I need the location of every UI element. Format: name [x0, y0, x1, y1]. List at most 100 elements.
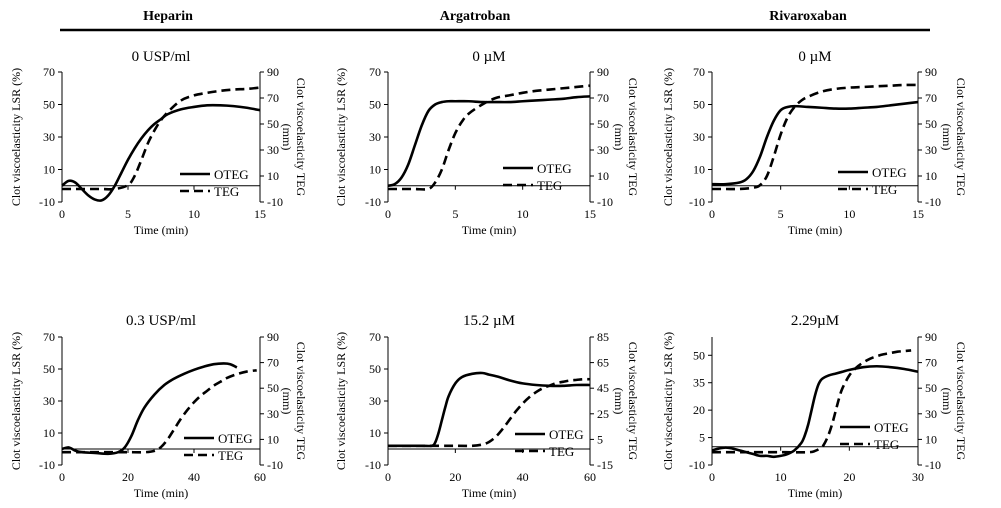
right-y-tick-label: 10 [267, 432, 279, 446]
right-y-axis-title-line: Clot viscoelasticity TEG [294, 342, 308, 461]
right-y-tick-label: 90 [267, 65, 279, 79]
legend-label-teg: TEG [872, 182, 897, 197]
panel-title: 15.2 µM [463, 313, 515, 329]
x-tick-label: 10 [775, 470, 787, 484]
x-tick-label: 10 [517, 207, 529, 221]
left-y-tick-label: -10 [39, 458, 55, 472]
series-line-oteg [387, 95, 591, 188]
right-y-tick-label: 30 [267, 143, 279, 157]
right-y-axis-title-line: Clot viscoelasticity TEG [294, 78, 308, 197]
left-y-tick-label: 10 [43, 426, 55, 440]
x-tick-label: 40 [517, 470, 529, 484]
right-y-tick-label: 50 [597, 117, 609, 131]
right-y-axis-title: Clot viscoelasticity TEG(mm) [940, 342, 968, 461]
left-y-tick-label: 30 [43, 394, 55, 408]
right-y-tick-label: -10 [925, 458, 941, 472]
x-tick-label: 60 [254, 470, 266, 484]
chart-panel-3: 0 µM -10 10 30 50 70 -10 10 30 50 70 90 0 5 10 15 Time (… [661, 49, 968, 237]
legend-label-oteg: OTEG [218, 431, 253, 446]
right-y-tick-label: 30 [267, 407, 279, 421]
right-y-tick-label: 10 [267, 169, 279, 183]
left-y-tick-label: 70 [693, 65, 705, 79]
right-y-tick-label: -15 [597, 458, 613, 472]
left-y-axis-title: Clot viscoelasticity LSR (%) [334, 332, 348, 470]
right-y-tick-label: 90 [925, 65, 937, 79]
right-y-axis-title: Clot viscoelasticity TEG(mm) [940, 78, 968, 197]
right-y-tick-label: 10 [925, 432, 937, 446]
x-tick-label: 20 [122, 470, 134, 484]
x-tick-label: 0 [59, 470, 65, 484]
x-tick-label: 5 [452, 207, 458, 221]
left-y-tick-label: 10 [693, 163, 705, 177]
series-line-teg [388, 377, 591, 448]
left-y-tick-label: 30 [43, 130, 55, 144]
x-tick-label: 15 [912, 207, 924, 221]
panel-title: 0.3 USP/ml [126, 313, 196, 329]
x-tick-label: 15 [584, 207, 596, 221]
right-y-axis-title-line: Clot viscoelasticity TEG [954, 342, 968, 461]
x-tick-label: 0 [709, 207, 715, 221]
right-y-tick-label: 30 [925, 143, 937, 157]
right-y-axis-title-line: Clot viscoelasticity TEG [626, 342, 640, 461]
panel-title: 2.29µM [791, 313, 839, 329]
right-y-tick-label: 70 [925, 356, 937, 370]
column-header-heparin: Heparin [143, 9, 193, 24]
x-axis-title: Time (min) [134, 486, 189, 500]
right-y-tick-label: 10 [597, 169, 609, 183]
left-y-tick-label: -10 [689, 195, 705, 209]
chart-panel-5: 15.2 µM -10 10 30 50 70 -15 5 25 45 65 85 0 20 40 60 Tim… [334, 313, 640, 500]
x-axis-title: Time (min) [788, 223, 843, 237]
x-tick-label: 0 [385, 470, 391, 484]
right-y-tick-label: 50 [925, 381, 937, 395]
right-y-tick-label: -10 [267, 195, 283, 209]
x-tick-label: 20 [449, 470, 461, 484]
right-y-tick-label: 65 [597, 356, 609, 370]
column-header-bar: Heparin Argatroban Rivaroxaban [60, 9, 930, 32]
series-line-teg [387, 84, 591, 191]
left-y-tick-label: 70 [369, 65, 381, 79]
right-y-tick-label: 5 [597, 432, 603, 446]
x-axis-title: Time (min) [788, 486, 843, 500]
left-y-tick-label: 50 [43, 98, 55, 112]
x-tick-label: 5 [125, 207, 131, 221]
right-y-tick-label: 50 [267, 117, 279, 131]
right-y-axis-title-line: (mm) [280, 124, 294, 151]
left-y-tick-label: 50 [369, 98, 381, 112]
left-y-tick-label: 50 [369, 362, 381, 376]
right-y-tick-label: -10 [597, 195, 613, 209]
right-y-tick-label: -10 [925, 195, 941, 209]
right-y-tick-label: 45 [597, 381, 609, 395]
left-y-tick-label: 10 [369, 163, 381, 177]
left-y-tick-label: 50 [693, 98, 705, 112]
right-y-axis-title-line: (mm) [612, 388, 626, 415]
left-y-tick-label: 70 [43, 65, 55, 79]
left-y-axis-title: Clot viscoelasticity LSR (%) [334, 68, 348, 206]
left-y-axis-title: Clot viscoelasticity LSR (%) [661, 68, 675, 206]
series-line-teg [61, 86, 261, 191]
series-line-teg [711, 349, 912, 454]
left-y-tick-label: 70 [43, 330, 55, 344]
right-y-axis-title-line: (mm) [612, 124, 626, 151]
left-y-tick-label: 35 [693, 376, 705, 390]
x-tick-label: 0 [709, 470, 715, 484]
right-y-tick-label: 70 [267, 356, 279, 370]
left-y-tick-label: 10 [369, 426, 381, 440]
right-y-tick-label: 90 [597, 65, 609, 79]
right-y-tick-label: 25 [597, 407, 609, 421]
left-y-tick-label: 30 [693, 130, 705, 144]
series-line-oteg [61, 103, 261, 202]
legend-label-teg: TEG [218, 448, 243, 463]
x-tick-label: 60 [584, 470, 596, 484]
panel-title: 0 µM [472, 49, 505, 65]
right-y-tick-label: 70 [267, 91, 279, 105]
right-y-axis-title: Clot viscoelasticity TEG(mm) [280, 342, 308, 461]
column-header-rivaroxaban: Rivaroxaban [769, 9, 847, 24]
x-axis-title: Time (min) [462, 486, 517, 500]
right-y-tick-label: 30 [925, 407, 937, 421]
left-y-tick-label: -10 [365, 195, 381, 209]
legend-label-teg: TEG [537, 178, 562, 193]
x-tick-label: 5 [778, 207, 784, 221]
chart-panel-4: 0.3 USP/ml -10 10 30 50 70 -10 10 30 50 70 90 0 20 40 6… [9, 313, 308, 500]
chart-panel-1: 0 USP/ml -10 10 30 50 70 -10 10 30 50 70 90 0 5 10 15 Ti… [9, 49, 308, 237]
left-y-axis-title: Clot viscoelasticity LSR (%) [9, 332, 23, 470]
